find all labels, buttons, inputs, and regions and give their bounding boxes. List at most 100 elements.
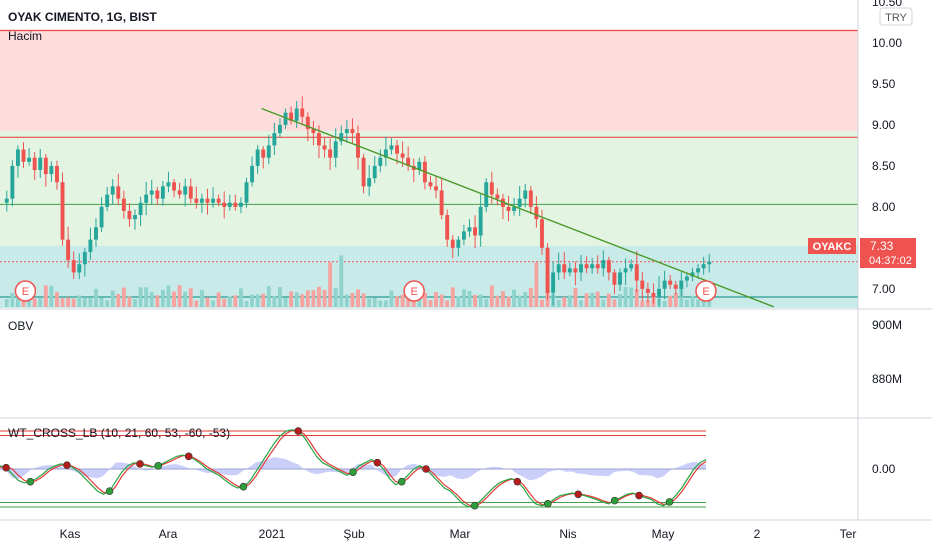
ticker-badge[interactable] xyxy=(808,238,856,254)
candle xyxy=(272,133,277,146)
earnings-marker[interactable] xyxy=(403,280,425,302)
obv-tick: 900M xyxy=(872,318,902,332)
candle xyxy=(707,261,712,265)
price-tick: 8.50 xyxy=(872,159,896,173)
volume-bar xyxy=(506,296,511,307)
candle xyxy=(640,280,645,289)
price-badge[interactable] xyxy=(860,238,916,268)
candle xyxy=(601,260,606,269)
obv-tick: 880M xyxy=(872,372,902,386)
volume-bar xyxy=(645,299,650,307)
candle xyxy=(567,268,572,273)
trendline[interactable] xyxy=(261,107,775,308)
volume-bar xyxy=(495,295,500,307)
volume-bar xyxy=(395,296,399,307)
candle xyxy=(183,186,188,195)
candle xyxy=(523,190,528,199)
time-tick: Nis xyxy=(559,527,576,541)
candle xyxy=(21,149,26,162)
volume-bar xyxy=(612,299,617,307)
price-tick: 7.00 xyxy=(872,282,896,296)
bullish-cross-dot xyxy=(105,487,114,495)
candle xyxy=(467,227,472,232)
volume-bar xyxy=(389,290,394,307)
candle xyxy=(49,165,54,175)
volume-bar xyxy=(629,287,634,307)
volume-bar xyxy=(601,299,606,307)
candle xyxy=(283,112,288,125)
volume-bar xyxy=(155,295,160,307)
bearish-cross-dot xyxy=(422,465,430,473)
earnings-marker[interactable] xyxy=(695,280,717,302)
volume-bar xyxy=(534,262,539,307)
candle xyxy=(333,141,338,158)
candle xyxy=(673,284,678,289)
candle xyxy=(668,280,673,285)
price-tick: 8.00 xyxy=(872,200,896,214)
volume-bar xyxy=(361,293,366,307)
volume-bar xyxy=(356,289,360,307)
candle xyxy=(506,206,511,211)
candle xyxy=(684,276,689,281)
volume-bar xyxy=(172,291,176,307)
volume-bar xyxy=(528,287,533,307)
candle xyxy=(372,165,377,179)
bullish-cross-dot xyxy=(239,482,248,491)
candle xyxy=(473,227,478,236)
candle xyxy=(71,260,76,273)
candle xyxy=(679,280,684,289)
earnings-marker[interactable] xyxy=(14,280,37,302)
volume-bar xyxy=(456,296,461,307)
candle xyxy=(551,272,556,293)
volume-bar xyxy=(684,299,689,307)
candle xyxy=(618,272,622,285)
volume-bar xyxy=(590,292,595,307)
candle xyxy=(606,260,611,273)
candle xyxy=(623,268,628,273)
volume-bar xyxy=(82,297,87,307)
volume-bar xyxy=(250,294,255,307)
volume-bar xyxy=(640,300,645,307)
volume-bar xyxy=(523,291,528,307)
bearish-cross-dot xyxy=(373,458,382,467)
candle xyxy=(534,206,539,220)
volume-bar xyxy=(127,296,132,307)
obv-axis-ticks: 900M 880M xyxy=(872,318,902,386)
candle xyxy=(450,239,455,248)
earnings-marker-label: E xyxy=(702,286,709,298)
bar-countdown: 04:37:02 xyxy=(869,255,912,267)
candle xyxy=(222,202,227,207)
volume-bar xyxy=(673,293,678,307)
candle xyxy=(227,202,232,207)
candle xyxy=(556,264,561,273)
bullish-cross-dot xyxy=(665,498,674,506)
volume-bar xyxy=(339,255,344,307)
volume-bar xyxy=(121,287,126,307)
candle xyxy=(27,157,32,162)
wt-cross-dots xyxy=(2,427,674,510)
candle xyxy=(155,190,160,199)
candle xyxy=(500,198,505,207)
volume-bar xyxy=(183,291,188,307)
volume-bar xyxy=(623,287,628,307)
candle xyxy=(205,198,210,203)
candle xyxy=(634,264,639,281)
volume-bar xyxy=(38,298,43,307)
volume-bar xyxy=(662,300,667,307)
volume-bar xyxy=(562,297,567,307)
volume-bar xyxy=(606,293,611,307)
volume-bar xyxy=(317,286,321,307)
volume-bar xyxy=(467,290,472,307)
volume-bar xyxy=(294,292,299,307)
candle xyxy=(696,268,701,273)
last-price: 7.33 xyxy=(870,239,894,253)
candle xyxy=(238,202,243,207)
ticker-label: OYAKC xyxy=(813,241,852,253)
volume-bar xyxy=(244,300,249,307)
currency-button[interactable] xyxy=(879,7,913,26)
candle xyxy=(317,133,321,146)
time-tick: Ara xyxy=(159,527,178,541)
volume-bar xyxy=(133,298,137,307)
